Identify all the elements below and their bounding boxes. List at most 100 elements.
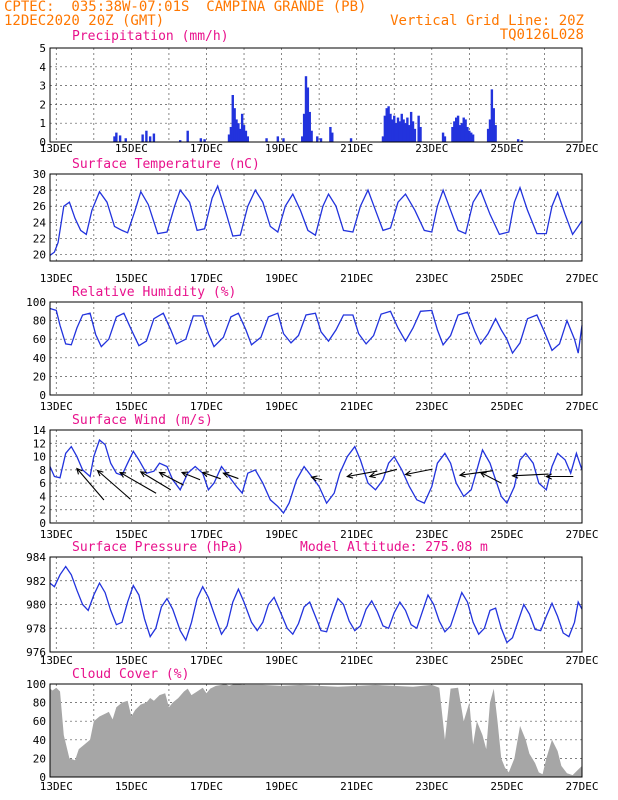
x-tick-label: 19DEC — [265, 780, 298, 793]
precip-bar — [244, 130, 248, 142]
precip-bar — [302, 113, 306, 142]
y-tick-label: 10 — [33, 451, 46, 464]
precip-bar — [306, 87, 310, 142]
x-tick-label: 25DEC — [490, 400, 523, 413]
precip-bar — [265, 138, 268, 142]
precip-bar — [488, 119, 492, 142]
y-tick-label: 3 — [39, 80, 46, 93]
x-tick-label: 17DEC — [190, 780, 223, 793]
precip-bar — [349, 138, 353, 142]
precip-bar — [276, 136, 280, 142]
precip-bar — [152, 133, 156, 142]
x-tick-label: 27DEC — [565, 780, 598, 793]
y-tick-label: 12 — [33, 437, 46, 450]
x-tick-label: 15DEC — [115, 272, 148, 285]
y-tick-label: 2 — [39, 98, 46, 111]
precip-bar — [464, 119, 467, 142]
wind-vector-head — [511, 472, 519, 479]
precip-bar — [417, 115, 420, 142]
wind-vector — [140, 471, 172, 491]
x-tick-label: 25DEC — [490, 272, 523, 285]
panel-subtitle: Model Altitude: 275.08 m — [300, 540, 488, 555]
wind-vector-head — [545, 473, 552, 480]
precip-bar — [231, 95, 234, 142]
precip-bar — [441, 132, 445, 142]
precip-bar — [468, 130, 471, 142]
x-tick-label: 13DEC — [40, 142, 73, 155]
x-tick-label: 27DEC — [565, 400, 598, 413]
precip-bar — [470, 132, 473, 142]
x-tick-label: 17DEC — [190, 528, 223, 541]
y-tick-label: 40 — [33, 352, 46, 365]
wind-vector — [459, 470, 494, 476]
x-tick-label: 23DEC — [415, 654, 448, 667]
precip-bar — [115, 132, 118, 142]
y-tick-label: 2 — [39, 504, 46, 517]
y-tick-label: 980 — [26, 599, 46, 612]
precip-bar — [411, 121, 415, 142]
panel-title: Surface Temperature (nC) — [72, 157, 260, 172]
x-tick-label: 23DEC — [415, 272, 448, 285]
y-tick-label: 982 — [26, 575, 46, 588]
precip-bar — [419, 126, 422, 142]
wind-vector-head — [158, 471, 166, 478]
precip-bar — [239, 128, 242, 142]
precip-bar — [396, 117, 400, 142]
precip-bar — [400, 113, 403, 142]
y-tick-label: 4 — [39, 61, 46, 74]
x-tick-label: 27DEC — [565, 528, 598, 541]
x-tick-label: 27DEC — [565, 654, 598, 667]
precip-bar — [462, 117, 465, 142]
panel-title: Surface Wind (m/s) — [72, 413, 213, 428]
wind-vector — [512, 473, 549, 477]
y-tick-label: 984 — [26, 551, 46, 564]
panel-title: Cloud Cover (%) — [72, 667, 189, 682]
cloud-cover-area — [50, 684, 582, 777]
precip-bar — [409, 111, 413, 142]
wind-vector-head — [368, 472, 376, 479]
header-grid-note: Vertical Grid Line: 20Z — [390, 13, 584, 29]
precip-bar — [178, 140, 182, 142]
panel-title: Surface Pressure (hPa) — [72, 540, 244, 555]
y-tick-label: 5 — [39, 42, 46, 55]
x-tick-label: 13DEC — [40, 272, 73, 285]
wind-vector — [202, 471, 221, 480]
header-station-line: CPTEC: 035:38W-07:01S CAMPINA GRANDE (PB… — [4, 0, 367, 15]
precip-bar — [227, 134, 231, 142]
panel-frame — [49, 301, 583, 396]
y-tick-label: 26 — [33, 200, 46, 213]
x-tick-label: 21DEC — [340, 142, 373, 155]
x-tick-label: 13DEC — [40, 654, 73, 667]
y-tick-label: 1 — [39, 117, 46, 130]
wind-vector — [405, 468, 433, 476]
precip-bar — [408, 125, 411, 142]
precip-bar — [455, 117, 458, 142]
wind-vector — [97, 470, 131, 500]
series-line — [49, 438, 583, 515]
y-tick-label: 0 — [39, 771, 46, 784]
precip-bar — [301, 136, 304, 142]
y-tick-label: 22 — [33, 232, 46, 245]
x-tick-label: 25DEC — [490, 654, 523, 667]
precip-bar — [391, 119, 394, 142]
panel-frame — [49, 429, 583, 524]
wind-vector — [347, 470, 378, 478]
wind-vector-head — [458, 471, 466, 478]
precip-bar — [398, 121, 402, 142]
x-tick-label: 17DEC — [190, 654, 223, 667]
precip-bar — [240, 113, 244, 142]
precip-bar — [466, 126, 469, 142]
precip-bar — [203, 139, 206, 142]
wind-vector-head — [76, 467, 83, 475]
x-tick-label: 27DEC — [565, 142, 598, 155]
y-tick-label: 28 — [33, 184, 46, 197]
wind-vector-head — [119, 471, 127, 478]
x-tick-label: 25DEC — [490, 780, 523, 793]
precip-bar — [229, 126, 233, 142]
x-tick-label: 17DEC — [190, 142, 223, 155]
wind-vector — [369, 468, 397, 478]
precip-bar — [316, 136, 319, 142]
x-tick-label: 17DEC — [190, 400, 223, 413]
x-tick-label: 13DEC — [40, 780, 73, 793]
